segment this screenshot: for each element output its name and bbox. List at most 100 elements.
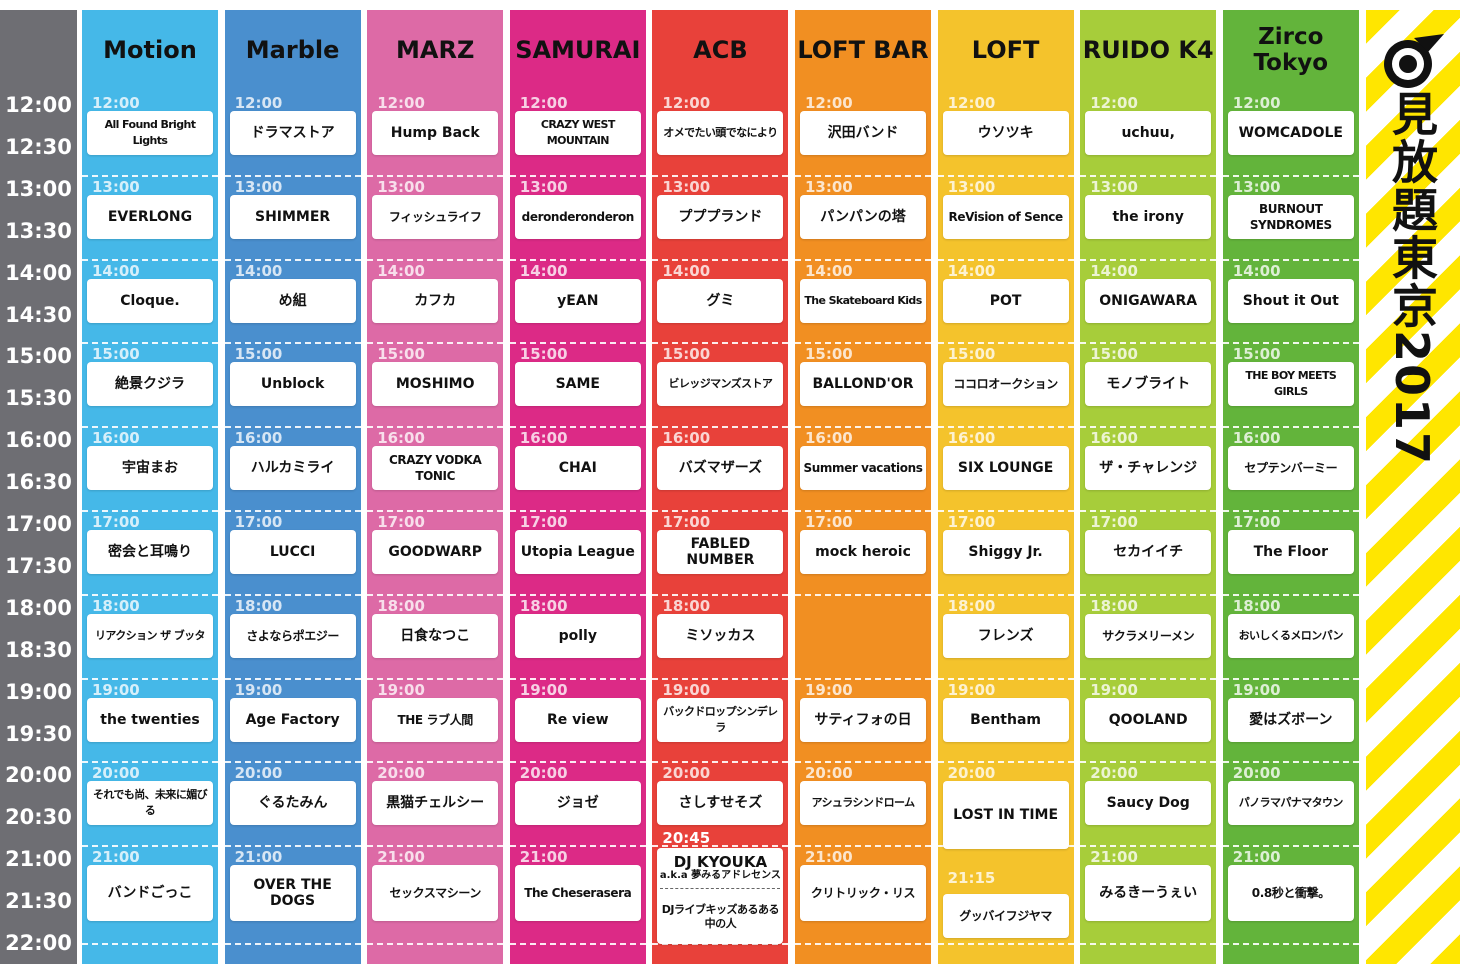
act-card[interactable]: Age Factory	[229, 697, 356, 742]
act-card[interactable]: POT	[942, 278, 1069, 323]
act-card[interactable]: Shout it Out	[1227, 278, 1354, 323]
slot-time: 16:00	[662, 429, 711, 448]
act-card[interactable]: セックスマシーン	[372, 865, 499, 922]
act-card[interactable]: ビレッジマンズストア	[657, 362, 784, 407]
act-card[interactable]: The Skateboard Kids	[800, 278, 926, 323]
act-card[interactable]: ウソツキ	[942, 111, 1069, 155]
slot-time: 13:00	[377, 177, 425, 196]
act-card[interactable]: mock heroic	[800, 530, 926, 574]
act-card[interactable]: 日食なつこ	[372, 613, 499, 658]
act-card[interactable]: プププランド	[657, 194, 784, 239]
slot-time: 19:00	[377, 680, 425, 699]
act-card[interactable]: Unblock	[229, 362, 356, 407]
act-card[interactable]: ハルカミライ	[229, 446, 356, 491]
act-card[interactable]: フィッシュライフ	[372, 194, 499, 239]
act-card[interactable]: さしすせそズ	[657, 781, 784, 826]
act-card[interactable]: グミ	[657, 278, 784, 323]
act-card[interactable]: 絶景クジラ	[87, 362, 213, 407]
act-card[interactable]: FABLED NUMBER	[657, 530, 784, 574]
act-card[interactable]: 愛はズボーン	[1227, 697, 1354, 742]
act-card[interactable]: バズマザーズ	[657, 446, 784, 491]
act-card[interactable]: ミソッカス	[657, 613, 784, 658]
act-card[interactable]: EVERLONG	[87, 194, 213, 239]
act-card[interactable]: Re view	[514, 697, 641, 742]
act-card[interactable]: ココロオークション	[942, 362, 1069, 407]
stage-column: RUIDO K4 12:00 uchuu, 13:00 the irony 14:00 ON…	[1080, 10, 1217, 964]
slot-time: 16:00	[1232, 429, 1281, 448]
act-card[interactable]: CRAZY WEST MOUNTAIN	[514, 111, 641, 155]
slot-time: 15:00	[947, 345, 996, 364]
act-card[interactable]: みるきーうぇい	[1085, 865, 1212, 922]
act-card[interactable]: ドラマストア	[229, 111, 356, 155]
act-card[interactable]: polly	[514, 613, 641, 658]
act-card[interactable]: Hump Back	[372, 111, 499, 155]
act-card[interactable]: さよならポエジー	[229, 613, 356, 658]
act-card[interactable]: ONIGAWARA	[1085, 278, 1212, 323]
act-card[interactable]: クリトリック・リス	[800, 865, 926, 922]
act-card[interactable]: THE BOY MEETS GIRLS	[1227, 362, 1354, 407]
act-card[interactable]: グッバイフジヤマ	[942, 894, 1069, 939]
act-card[interactable]: SIX LOUNGE	[942, 446, 1069, 491]
act-card[interactable]: 密会と耳鳴り	[87, 530, 213, 574]
act-card[interactable]: the twenties	[87, 697, 213, 742]
act-card[interactable]: それでも尚、未来に媚びる	[87, 781, 213, 826]
act-card[interactable]: 宇宙まお	[87, 446, 213, 491]
act-card[interactable]: パノラマパナマタウン	[1227, 781, 1354, 826]
act-card[interactable]: モノブライト	[1085, 362, 1212, 407]
act-card[interactable]: ReVision of Sence	[942, 194, 1069, 239]
act-card[interactable]: 0.8秒と衝撃。	[1227, 865, 1354, 922]
act-card[interactable]: OVER THE DOGS	[229, 865, 356, 922]
stage-header: SAMURAI	[515, 36, 641, 64]
act-card[interactable]: uchuu,	[1085, 111, 1212, 155]
act-card[interactable]: フレンズ	[942, 613, 1069, 658]
act-card[interactable]: サティフォの日	[800, 697, 926, 742]
act-card[interactable]: Shiggy Jr.	[942, 530, 1069, 574]
act-card[interactable]: セカイイチ	[1085, 530, 1212, 574]
slot-time: 15:00	[1090, 345, 1138, 364]
dj-card[interactable]: DJ KYOUKA a.k.a 夢みるアドレセンス DJライブキッズあるある中の人	[657, 848, 784, 945]
act-card[interactable]: the irony	[1085, 194, 1212, 239]
act-card[interactable]: CHAI	[514, 446, 641, 491]
act-card[interactable]: yEAN	[514, 278, 641, 323]
act-card[interactable]: SAME	[514, 362, 641, 407]
act-card[interactable]: バックドロップシンデレラ	[657, 697, 784, 742]
act-card[interactable]: カフカ	[372, 278, 499, 323]
act-card[interactable]: THE ラブ人間	[372, 697, 499, 742]
act-card[interactable]: オメでたい頭でなにより	[657, 111, 784, 155]
act-card[interactable]: All Found Bright Lights	[87, 111, 213, 155]
act-card[interactable]: SHIMMER	[229, 194, 356, 239]
act-card[interactable]: Utopia League	[514, 530, 641, 574]
act-card[interactable]: ぐるたみん	[229, 781, 356, 826]
time-axis-label: 15:00	[5, 344, 72, 369]
act-card[interactable]: deronderonderon	[514, 194, 641, 239]
slot-time: 18:00	[92, 596, 140, 615]
act-card[interactable]: Saucy Dog	[1085, 781, 1212, 826]
act-card[interactable]: 沢田バンド	[800, 111, 926, 155]
act-card[interactable]: 黒猫チェルシー	[372, 781, 499, 826]
act-card[interactable]: BALLOND'OR	[800, 362, 926, 407]
act-card[interactable]: ジョゼ	[514, 781, 641, 826]
stage-column: LOFT BAR 12:00 沢田バンド 13:00 パンパンの塔 14:00 The Sk…	[795, 10, 931, 964]
act-card[interactable]: Cloque.	[87, 278, 213, 323]
act-card[interactable]: LOST IN TIME	[942, 781, 1069, 850]
act-card[interactable]: セプテンバーミー	[1227, 446, 1354, 491]
act-card[interactable]: おいしくるメロンパン	[1227, 613, 1354, 658]
act-card[interactable]: LUCCI	[229, 530, 356, 574]
act-card[interactable]: GOODWARP	[372, 530, 499, 574]
act-card[interactable]: Bentham	[942, 697, 1069, 742]
act-card[interactable]: QOOLAND	[1085, 697, 1212, 742]
act-card[interactable]: リアクション ザ ブッタ	[87, 613, 213, 658]
act-card[interactable]: The Cheserasera	[514, 865, 641, 922]
act-card[interactable]: MOSHIMO	[372, 362, 499, 407]
act-card[interactable]: BURNOUT SYNDROMES	[1227, 194, 1354, 239]
act-card[interactable]: バンドごっこ	[87, 865, 213, 922]
act-card[interactable]: WOMCADOLE	[1227, 111, 1354, 155]
act-card[interactable]: サクラメリーメン	[1085, 613, 1212, 658]
act-card[interactable]: パンパンの塔	[800, 194, 926, 239]
act-card[interactable]: アシュラシンドローム	[800, 781, 926, 826]
act-card[interactable]: め組	[229, 278, 356, 323]
act-card[interactable]: The Floor	[1227, 530, 1354, 574]
act-card[interactable]: CRAZY VODKA TONIC	[372, 446, 499, 491]
act-card[interactable]: ザ・チャレンジ	[1085, 446, 1212, 491]
act-card[interactable]: Summer vacations	[800, 446, 926, 491]
